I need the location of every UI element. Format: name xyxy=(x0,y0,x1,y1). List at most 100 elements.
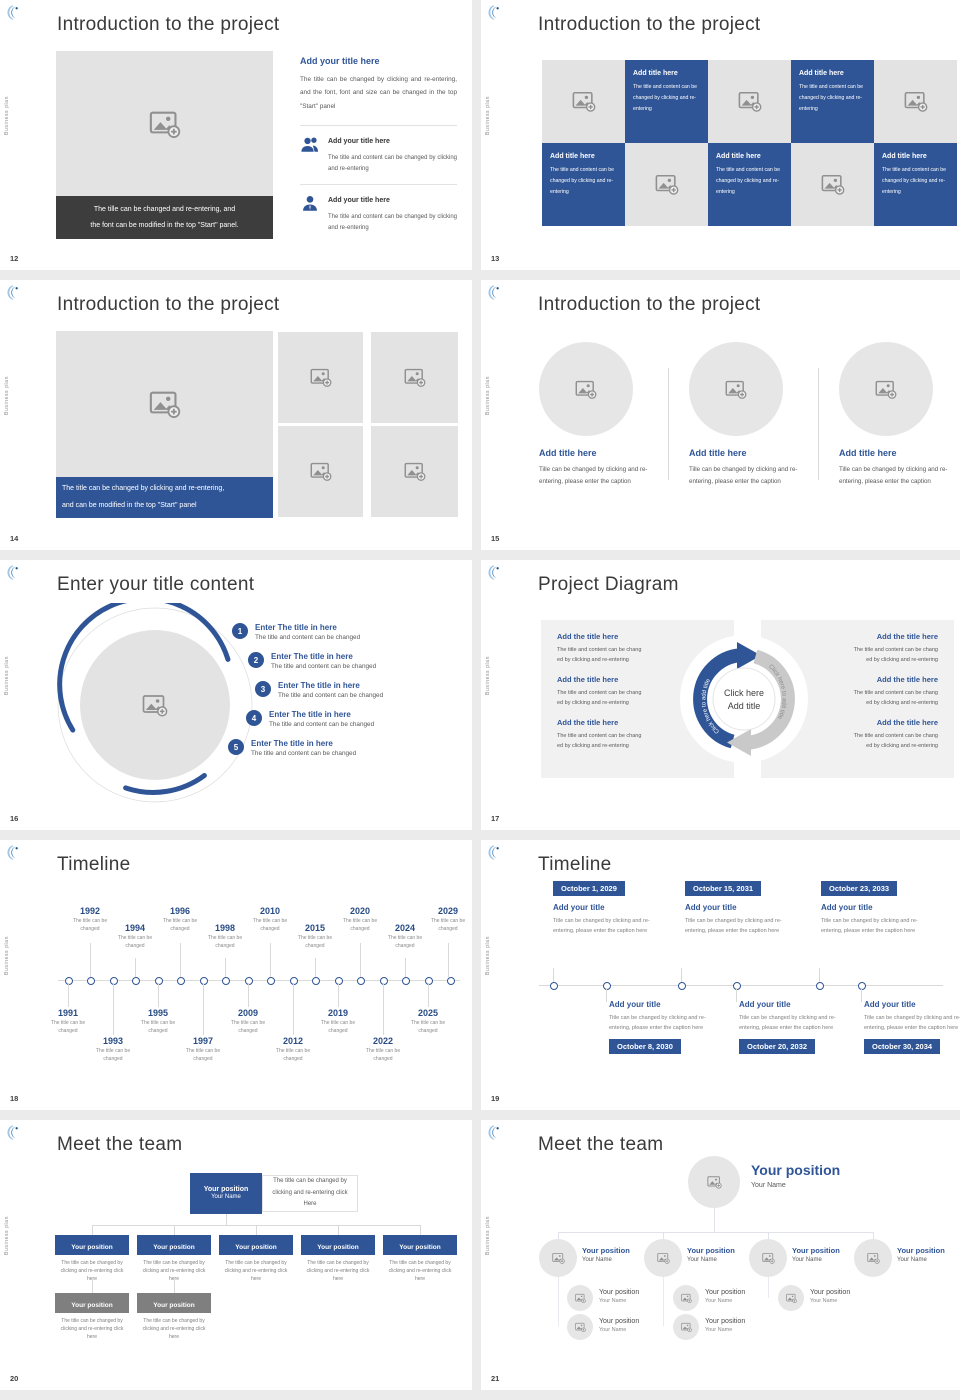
member-caption: The title can be changed by clicking and… xyxy=(60,1260,124,1282)
sub-member-label: Your position Your Name xyxy=(705,1289,745,1304)
photo-caption-line: The title can be changed by clicking and… xyxy=(62,485,225,493)
slide-14-thumbnail[interactable]: Business plan Introduction to the projec… xyxy=(0,280,472,550)
column-divider xyxy=(668,368,669,480)
person-icon xyxy=(303,196,317,212)
list-item-body: The title and content can be changed by … xyxy=(328,213,457,232)
timeline-entry: 1991 The title can be changed xyxy=(46,1008,90,1036)
slide-15-thumbnail[interactable]: Business plan Introduction to the projec… xyxy=(481,280,960,550)
timeline-node xyxy=(733,982,741,990)
timeline-entry: October 15, 2031 Add your title Title ca… xyxy=(685,878,797,936)
slide-16-thumbnail[interactable]: Business plan Enter your title content 1… xyxy=(0,560,472,830)
photo-caption-line: and can be modified in the top "Start" p… xyxy=(62,501,197,509)
vertical-brand-label: Business plan xyxy=(485,656,491,695)
org-connector xyxy=(226,1214,227,1225)
timeline-stem xyxy=(270,943,271,977)
entry-title: Add the title here xyxy=(557,717,619,727)
text-tile: Add title here The title and content can … xyxy=(791,60,874,143)
timeline-caption: The title can be changed xyxy=(50,1020,86,1034)
entry-body: Title can be changed by clicking and re-… xyxy=(864,1015,960,1032)
timeline-year: 1998 xyxy=(214,923,236,933)
page-number: 12 xyxy=(10,254,19,263)
image-placeholder xyxy=(278,426,363,517)
timeline-year: 2029 xyxy=(437,906,459,916)
slide-21-thumbnail[interactable]: Business plan Meet the team Your positio… xyxy=(481,1120,960,1390)
step-title: Enter The title in here xyxy=(251,739,333,748)
timeline-year: 2020 xyxy=(349,906,371,916)
feature-body: Tille can be changed by clicking and re-… xyxy=(689,466,798,486)
image-placeholder-icon xyxy=(761,1253,775,1264)
timeline-year: 2024 xyxy=(394,923,416,933)
person-name: Your Name xyxy=(160,1321,188,1327)
position-title: Your position xyxy=(317,1244,359,1251)
timeline-entry: October 23, 2033 Add your title Title ca… xyxy=(821,878,933,936)
page-number: 17 xyxy=(491,814,500,823)
timeline-node xyxy=(858,982,866,990)
timeline-axis xyxy=(539,985,943,986)
timeline-year: 2015 xyxy=(304,923,326,933)
timeline-entry: 2015 The title can be changed xyxy=(293,923,337,951)
vertical-brand-label: Business plan xyxy=(485,936,491,975)
timeline-stem xyxy=(428,983,429,1007)
vertical-brand-label: Business plan xyxy=(4,936,10,975)
numbered-list: 1 Enter The title in here The title and c… xyxy=(228,623,463,768)
position-title: Your position xyxy=(203,1186,249,1194)
avatar xyxy=(778,1285,804,1311)
image-placeholder-icon xyxy=(738,92,761,113)
timeline-stem xyxy=(360,943,361,977)
brand-logo-icon xyxy=(6,1125,21,1140)
vertical-brand-label: Business plan xyxy=(485,96,491,135)
timeline-node xyxy=(155,977,163,985)
slide-18-thumbnail[interactable]: Business plan Timeline 1992 The title can… xyxy=(0,840,472,1110)
step-body: The title and content can be changed xyxy=(255,634,361,641)
slide-13-thumbnail[interactable]: Business plan Introduction to the projec… xyxy=(481,0,960,270)
image-placeholder-icon xyxy=(866,1253,880,1264)
brand-logo-icon xyxy=(6,5,21,20)
slide-12-thumbnail[interactable]: Business plan Introduction to the projec… xyxy=(0,0,472,270)
slide-title: Introduction to the project xyxy=(538,14,761,35)
page-number: 20 xyxy=(10,1374,19,1383)
org-root-note: The title can be changed by clicking and… xyxy=(262,1175,358,1212)
photo-caption-line: The tille can be changed and re-entering… xyxy=(93,206,236,214)
timeline-stem xyxy=(383,983,384,1035)
avatar xyxy=(688,1156,740,1208)
person-name: Your Name xyxy=(751,1182,786,1189)
image-placeholder-icon xyxy=(904,92,927,113)
slide-19-thumbnail[interactable]: Business plan Timeline October 1, 2029 A… xyxy=(481,840,960,1110)
numbered-item: 5 Enter The title in here The title and c… xyxy=(228,739,463,757)
slide-20-thumbnail[interactable]: Business plan Meet the team Your positio… xyxy=(0,1120,472,1390)
page-number: 16 xyxy=(10,814,19,823)
timeline-node xyxy=(290,977,298,985)
person-name: Your Name xyxy=(792,1257,822,1263)
feature-column: Add title here Tille can be changed by c… xyxy=(839,342,951,489)
member-caption: The title can be changed by clicking and… xyxy=(224,1260,288,1282)
timeline-entry: 2012 The title can be changed xyxy=(271,1036,315,1064)
timeline-stem xyxy=(203,983,204,1035)
image-placeholder-icon xyxy=(706,1176,722,1189)
list-item-text: Add your title here The title and conten… xyxy=(328,135,457,175)
timeline-stem xyxy=(553,968,554,982)
timeline-stem xyxy=(448,943,449,977)
checkerboard-grid: Add title here The title and content can … xyxy=(542,60,957,226)
list-item-title: Add your title here xyxy=(328,197,390,205)
column-divider xyxy=(818,368,819,480)
position-title: Your position xyxy=(235,1244,277,1251)
image-placeholder-icon xyxy=(404,369,426,388)
step-body: The title and content can be changed xyxy=(271,663,377,670)
slide-17-thumbnail[interactable]: Business plan Project Diagram Add the ti… xyxy=(481,560,960,830)
entry-body: The title and content can be chang xyxy=(853,732,938,739)
list-item-body: The title and content can be changed by … xyxy=(328,155,457,173)
vertical-brand-label: Business plan xyxy=(485,376,491,415)
list-item-text: Add your title here The title and conten… xyxy=(328,194,457,234)
image-placeholder-icon xyxy=(875,380,897,399)
avatar xyxy=(854,1239,892,1277)
person-name: Your Name xyxy=(897,1257,927,1263)
timeline-node xyxy=(87,977,95,985)
image-placeholder xyxy=(625,143,708,226)
vertical-brand-label: Business plan xyxy=(485,1216,491,1255)
image-placeholder-icon xyxy=(404,463,426,482)
step-title: Enter The title in here xyxy=(271,652,353,661)
numbered-item: 4 Enter The title in here The title and c… xyxy=(246,710,463,728)
avatar xyxy=(644,1239,682,1277)
timeline-caption: The title can be changed xyxy=(430,918,466,932)
